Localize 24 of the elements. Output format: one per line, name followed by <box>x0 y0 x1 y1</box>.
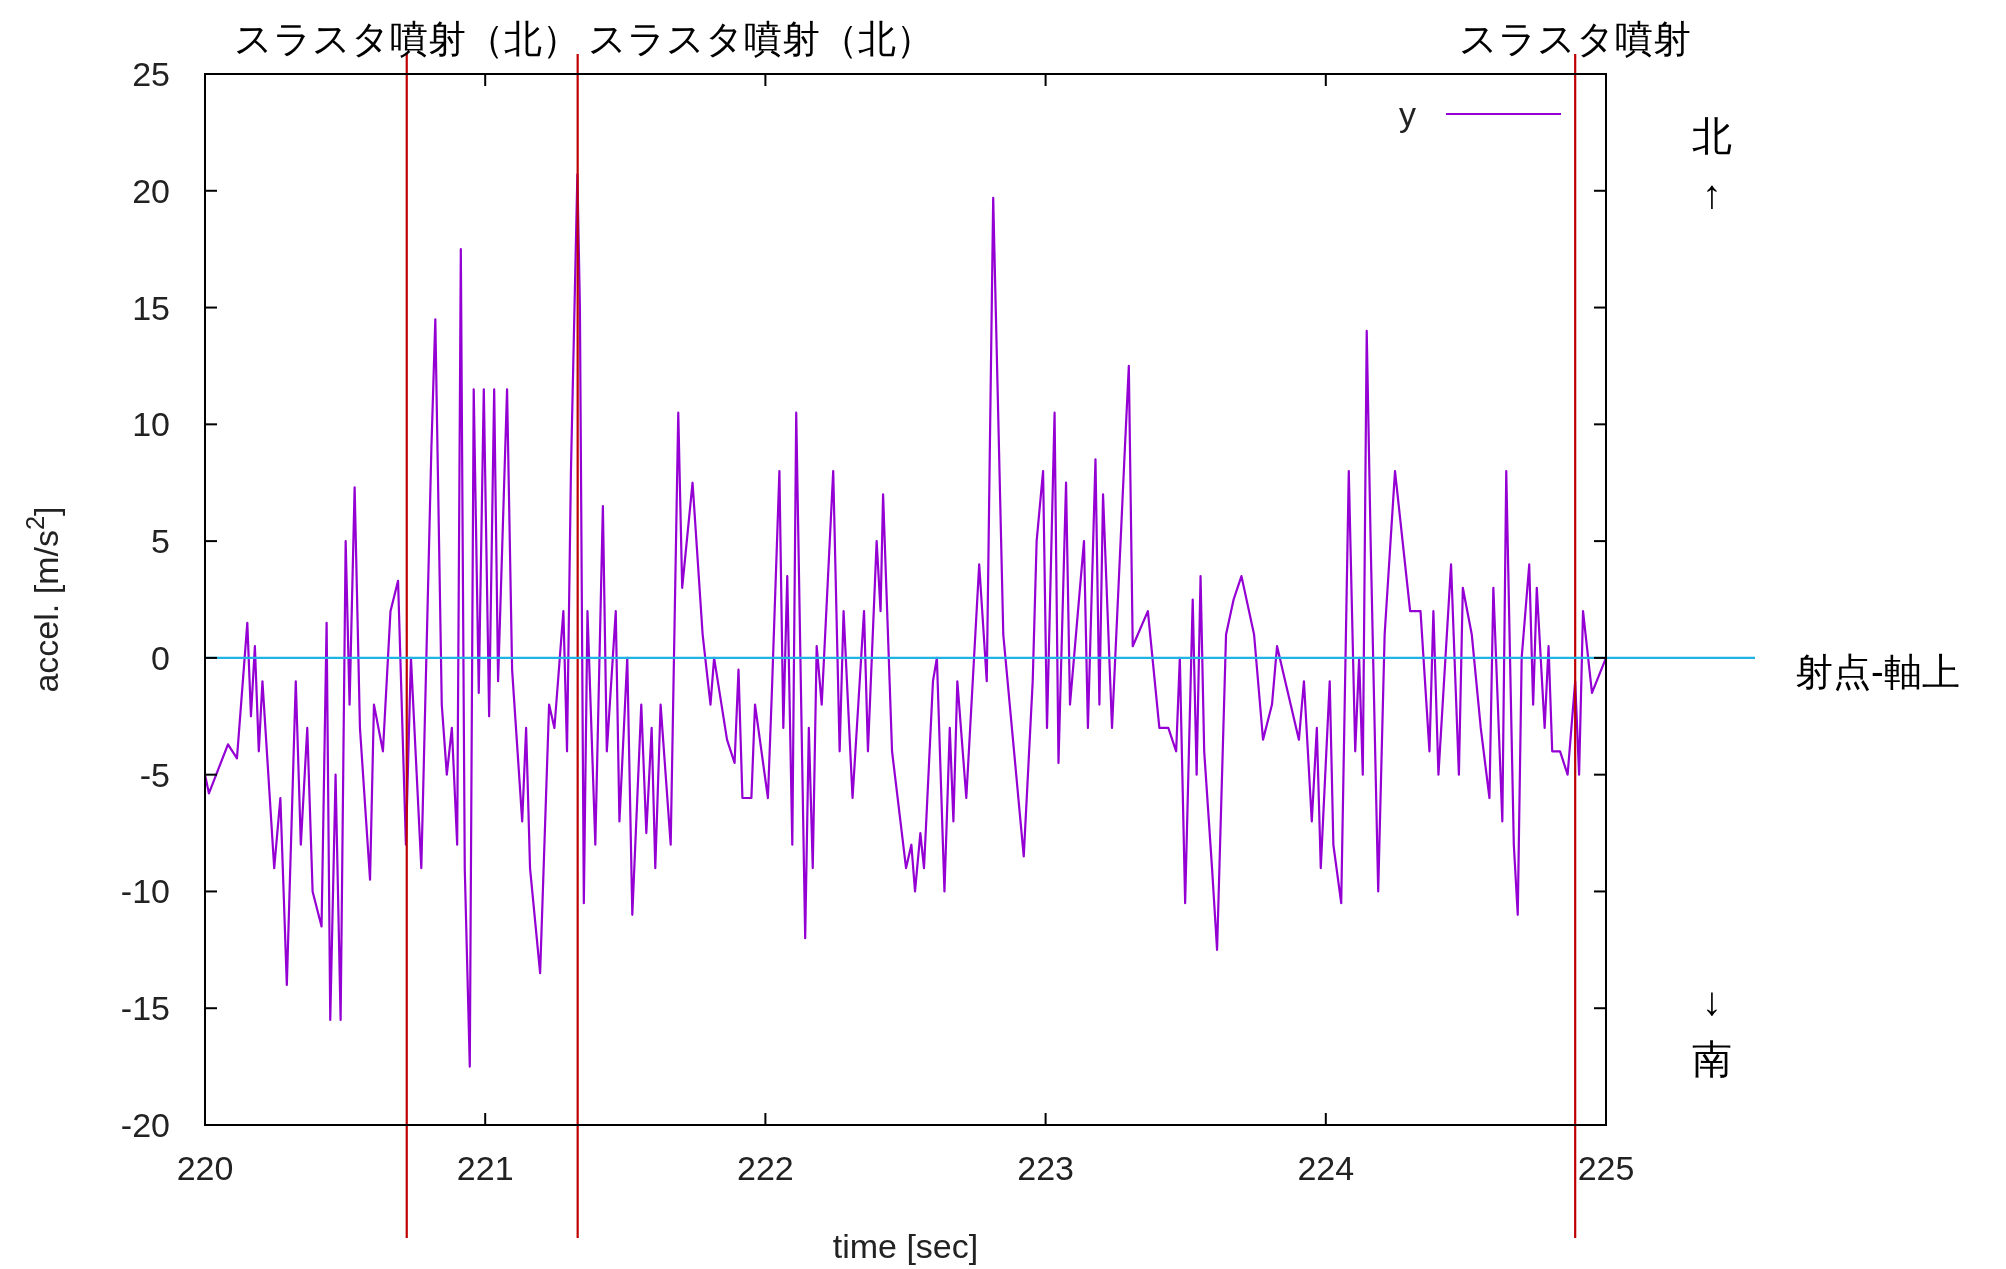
x-tick-label: 223 <box>1017 1149 1074 1187</box>
y-tick-label: 10 <box>132 405 170 444</box>
x-tick-label: 222 <box>737 1149 794 1187</box>
x-tick-label: 221 <box>456 1149 514 1187</box>
y-tick-label: 15 <box>132 288 170 327</box>
y-tick-label: 25 <box>132 55 170 93</box>
y-tick-label: 20 <box>132 171 170 210</box>
y-tick-label: -15 <box>120 989 170 1028</box>
legend-label: y <box>1399 95 1416 133</box>
ref-line-label: スラスタ噴射（北） <box>587 18 934 60</box>
y-tick-label: 0 <box>151 638 170 677</box>
x-axis-title: time [sec] <box>832 1227 979 1265</box>
y-tick-label: 5 <box>151 522 170 561</box>
x-tick-label: 224 <box>1297 1149 1355 1187</box>
text: 北↑ <box>1692 114 1732 216</box>
x-tick-label: 220 <box>176 1149 234 1187</box>
y-tick-label: -20 <box>120 1106 170 1144</box>
ref-line-label: スラスタ噴射 <box>1459 18 1692 60</box>
y-tick-label: -10 <box>120 872 170 911</box>
ref-line-label: スラスタ噴射（北） <box>233 18 580 60</box>
y-tick-label: -5 <box>139 755 170 794</box>
text: ↓南 <box>1692 979 1732 1081</box>
x-tick-label: 225 <box>1577 1149 1635 1187</box>
ref-line-label: 射点-軸上 <box>1795 650 1960 693</box>
